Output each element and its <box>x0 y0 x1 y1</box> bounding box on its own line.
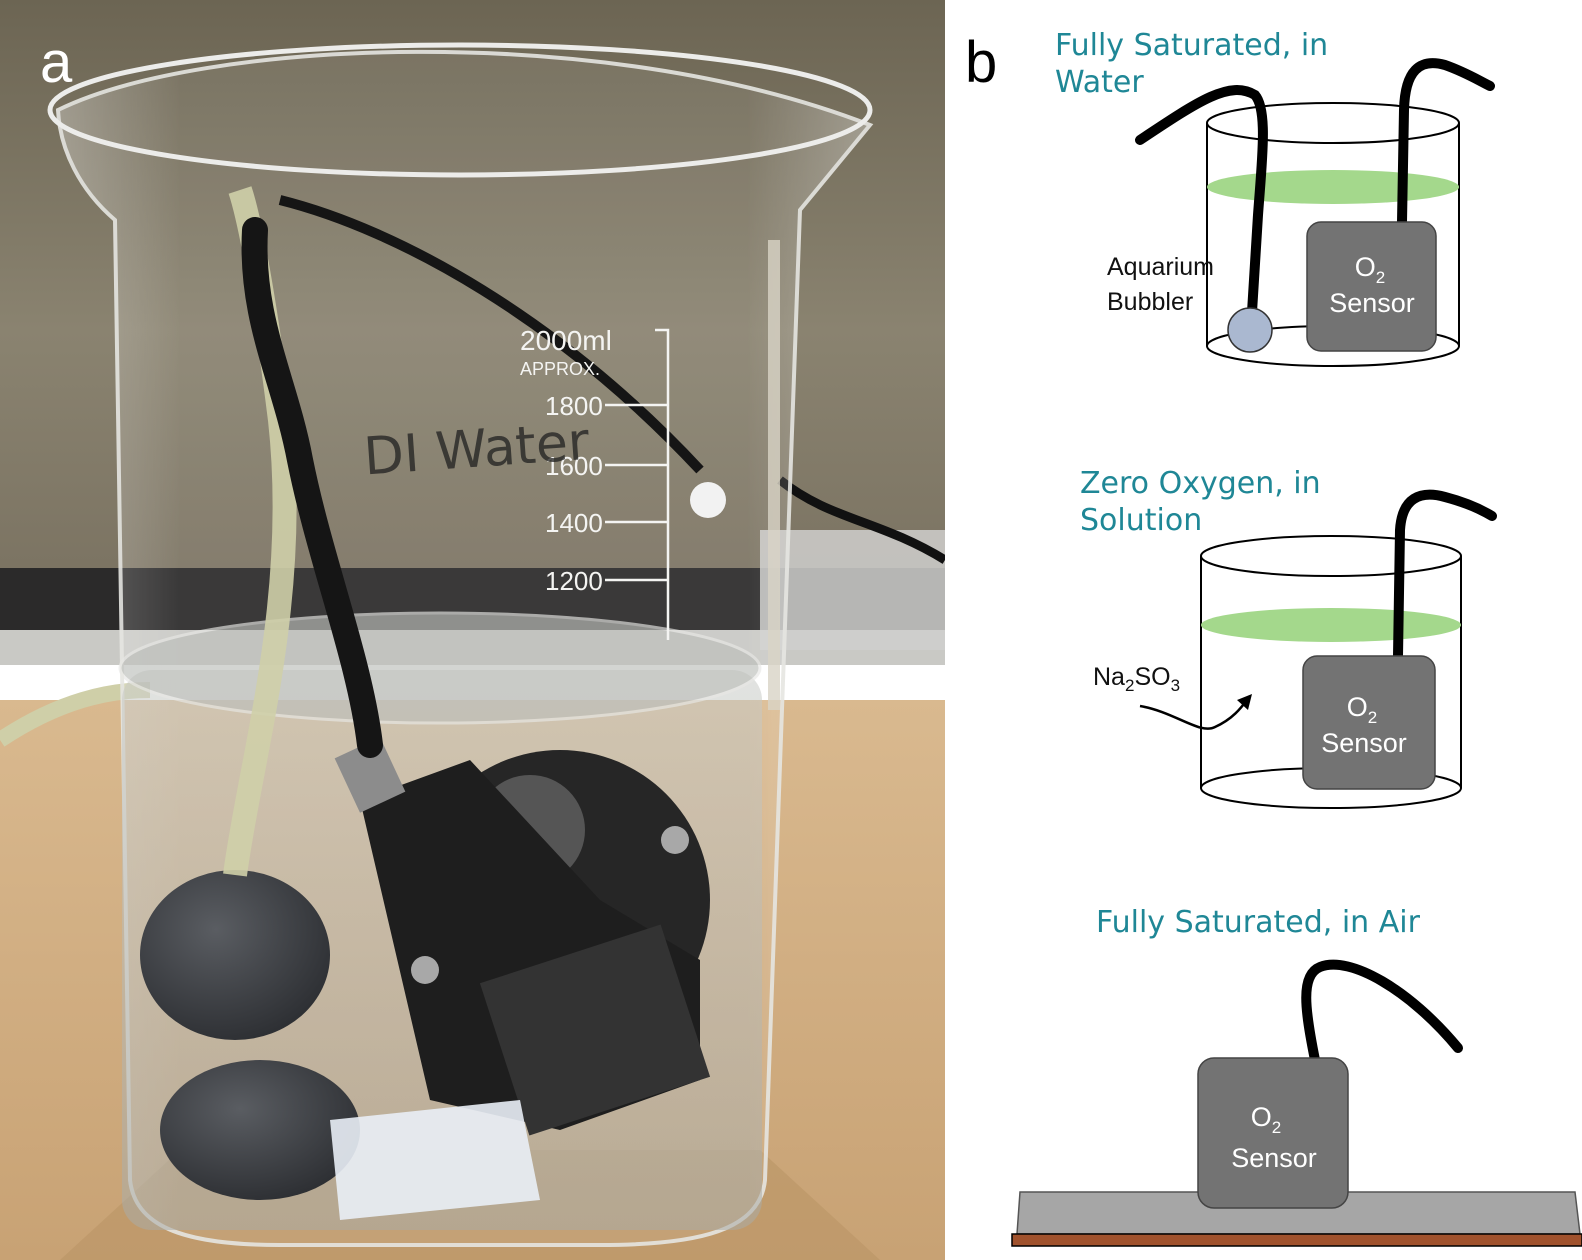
marking-1200: 1200 <box>545 566 603 596</box>
photo-sensor <box>334 737 711 1136</box>
water-surface <box>118 611 762 725</box>
bubbler-label-line2: Bubbler <box>1107 288 1193 316</box>
chemical-label: Na2SO3 <box>1093 663 1180 695</box>
section-solution: Zero Oxygen, in Solution O2 Sensor Na2SO… <box>1080 466 1497 809</box>
air-stone-upper <box>140 870 330 1040</box>
water-level <box>1207 170 1459 204</box>
air-stone-lower <box>160 1060 360 1200</box>
sensor-block <box>479 924 711 1136</box>
marking-2000ml: 2000ml <box>520 325 612 356</box>
marking-1400: 1400 <box>545 508 603 538</box>
chemical-arrowhead <box>1237 694 1252 710</box>
panel-label-b: b <box>965 30 997 95</box>
chemical-arrow <box>1139 695 1251 730</box>
section-solution-title-line2: Solution <box>1080 503 1202 538</box>
marking-approx: APPROX. <box>520 359 600 379</box>
beaker-rim <box>47 42 873 178</box>
section-water-title-line2: Water <box>1055 65 1144 100</box>
o2-sensor-3-word: Sensor <box>1231 1143 1317 1173</box>
screw-1 <box>411 956 439 984</box>
section-water: Fully Saturated, in Water O2 Sensor Aqua… <box>1055 28 1495 367</box>
marking-1800: 1800 <box>545 391 603 421</box>
bubbler-tube <box>1135 85 1268 317</box>
section-air: Fully Saturated, in Air O2 Sensor <box>1011 905 1582 1247</box>
black-cable-top <box>278 195 704 474</box>
beaker-top <box>1206 102 1460 144</box>
marking-1600: 1600 <box>545 451 603 481</box>
label-sticker <box>330 1100 540 1220</box>
o2-sensor-3 <box>1197 1057 1349 1209</box>
o2-sensor-2-formula: O2 <box>1347 692 1377 727</box>
o2-sensor-2 <box>1302 655 1436 790</box>
scale-line <box>605 328 670 640</box>
cable-behind <box>777 476 948 564</box>
o2-sensor-1-formula: O2 <box>1355 252 1385 287</box>
beaker-2-top <box>1200 535 1462 577</box>
screw-2 <box>661 826 689 854</box>
sensor-cable-2 <box>1393 489 1497 661</box>
panel-label-a: a <box>40 30 73 95</box>
section-solution-title-line1: Zero Oxygen, in <box>1080 466 1321 501</box>
sensor-cable <box>241 217 383 758</box>
o2-sensor-2-word: Sensor <box>1321 728 1407 758</box>
bubbler-stone <box>1227 307 1273 353</box>
section-air-title: Fully Saturated, in Air <box>1096 905 1421 940</box>
surface-base <box>1011 1233 1582 1247</box>
o2-sensor-1-word: Sensor <box>1329 288 1415 318</box>
bubbler-label-line1: Aquarium <box>1107 253 1214 281</box>
sensor-cable-1 <box>1397 58 1495 227</box>
connector <box>334 737 406 813</box>
equipment-right <box>760 530 945 650</box>
o2-sensor-3-formula: O2 <box>1251 1102 1281 1137</box>
tube-tip <box>690 482 726 518</box>
diagram-panel: b Fully Saturated, in Water O2 Sensor Aq… <box>945 0 1582 1260</box>
section-water-title-line1: Fully Saturated, in <box>1055 28 1328 63</box>
o2-sensor-1 <box>1306 221 1437 352</box>
photo-panel: 2000ml APPROX. 1800 1600 1400 1200 DI Wa… <box>0 0 948 1260</box>
rod <box>768 240 780 710</box>
graduation-marks: 2000ml APPROX. 1800 1600 1400 1200 <box>520 325 670 640</box>
solution-level <box>1201 608 1461 642</box>
sensor-cable-3 <box>1301 959 1463 1065</box>
